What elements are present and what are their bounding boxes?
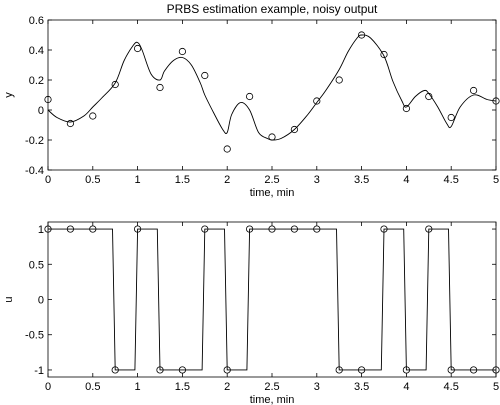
- y-tick-label: 0.4: [29, 45, 44, 57]
- sampled-input-point: [134, 225, 142, 233]
- y-tick-label: -0.5: [25, 330, 44, 342]
- y-tick-label: 0.6: [29, 15, 44, 27]
- chart-title: PRBS estimation example, noisy output: [167, 2, 378, 16]
- x-tick-label: 2: [224, 174, 230, 186]
- y-tick-label: -1: [34, 365, 44, 377]
- sampled-input-point: [335, 366, 343, 374]
- sampled-input-point: [402, 366, 410, 374]
- x-tick-label: 0.5: [85, 174, 100, 186]
- measured-output-point: [402, 104, 410, 113]
- sampled-input-point: [44, 225, 52, 233]
- x-tick-label: 0: [45, 174, 51, 186]
- measured-output-point: [134, 44, 142, 53]
- measured-output-point: [357, 31, 366, 39]
- measured-output-point: [156, 83, 164, 92]
- sampled-input-point: [223, 366, 231, 374]
- sampled-input-point: [111, 366, 119, 374]
- sampled-input-point: [313, 225, 321, 233]
- y-tick-label: 1: [38, 224, 44, 236]
- x-tick-label: 4.5: [444, 174, 459, 186]
- x-tick-label: 2.5: [264, 381, 279, 393]
- y-tick-label: 0: [38, 105, 44, 117]
- sampled-input-point: [492, 366, 500, 374]
- sampled-input-point: [201, 225, 209, 233]
- x-axis-label: time, min: [250, 187, 295, 199]
- measured-output-point: [111, 80, 119, 89]
- sampled-input-point: [178, 366, 186, 374]
- x-tick-label: 2: [224, 381, 230, 393]
- y-axis-label: y: [3, 92, 15, 98]
- sampled-input-point: [66, 225, 75, 233]
- measured-output-point: [469, 86, 478, 95]
- x-tick-label: 4: [403, 381, 409, 393]
- sampled-input-point: [447, 366, 455, 374]
- x-tick-label: 1: [135, 174, 141, 186]
- sampled-input-point: [290, 225, 298, 233]
- x-tick-label: 3.5: [354, 174, 369, 186]
- y-axis-label: u: [3, 296, 15, 302]
- x-tick-label: 0.5: [85, 381, 100, 393]
- input-signal-series-line: [48, 228, 496, 371]
- y-tick-label: -0.4: [25, 165, 44, 177]
- measured-output-point: [66, 119, 75, 128]
- sampled-input-point: [89, 225, 97, 233]
- y-tick-label: 0: [38, 295, 44, 307]
- y-tick-label: -0.2: [25, 135, 44, 147]
- measured-output-point: [335, 76, 343, 84]
- sampled-input-point: [469, 366, 478, 374]
- x-tick-label: 3: [314, 381, 320, 393]
- measured-output-point: [380, 50, 388, 59]
- sampled-input-point: [425, 225, 433, 233]
- y-tick-label: 0.5: [29, 259, 44, 271]
- x-tick-label: 3.5: [354, 381, 369, 393]
- measured-output-point: [268, 133, 276, 141]
- sampled-input-point: [380, 225, 388, 233]
- x-tick-label: 4: [403, 174, 409, 186]
- x-tick-label: 4.5: [444, 381, 459, 393]
- x-tick-label: 1.5: [175, 381, 190, 393]
- sampled-input-point: [246, 225, 254, 233]
- measured-output-point: [425, 92, 433, 101]
- x-tick-label: 0: [45, 381, 51, 393]
- sampled-input-point: [268, 225, 276, 233]
- measured-output-point: [223, 145, 231, 153]
- sampled-input-point: [357, 366, 366, 374]
- x-tick-label: 5: [493, 174, 499, 186]
- x-tick-label: 1.5: [175, 174, 190, 186]
- measured-output-point: [44, 95, 52, 104]
- x-tick-label: 2.5: [264, 174, 279, 186]
- measured-output-point: [178, 47, 186, 56]
- x-tick-label: 1: [135, 381, 141, 393]
- x-axis-label: time, min: [250, 394, 295, 405]
- measured-output-point: [313, 97, 321, 105]
- measured-output-point: [447, 113, 455, 122]
- measured-output-point: [492, 97, 500, 105]
- u-input-plot: 0 0.5 1 1.5 2 2.5 3 3.5 4 4.5 5 -1 -0.5 0 0.5 1 time, mi…: [3, 221, 500, 405]
- measured-output-point: [201, 71, 209, 80]
- measured-output-point: [246, 92, 254, 101]
- plot-frame: [47, 19, 497, 171]
- measured-output-point: [290, 125, 298, 134]
- y-output-plot: 0 0.5 1 1.5 2 2.5 3 3.5 4 4.5 5 -0.4 -0.2 0 0.2 0.4 0.6 t…: [3, 2, 500, 199]
- sampled-input-point: [156, 366, 164, 374]
- model-response-series-line: [47, 34, 497, 141]
- x-tick-label: 3: [314, 174, 320, 186]
- measured-output-point: [89, 112, 97, 120]
- x-tick-label: 5: [493, 381, 499, 393]
- y-tick-label: 0.2: [29, 75, 44, 87]
